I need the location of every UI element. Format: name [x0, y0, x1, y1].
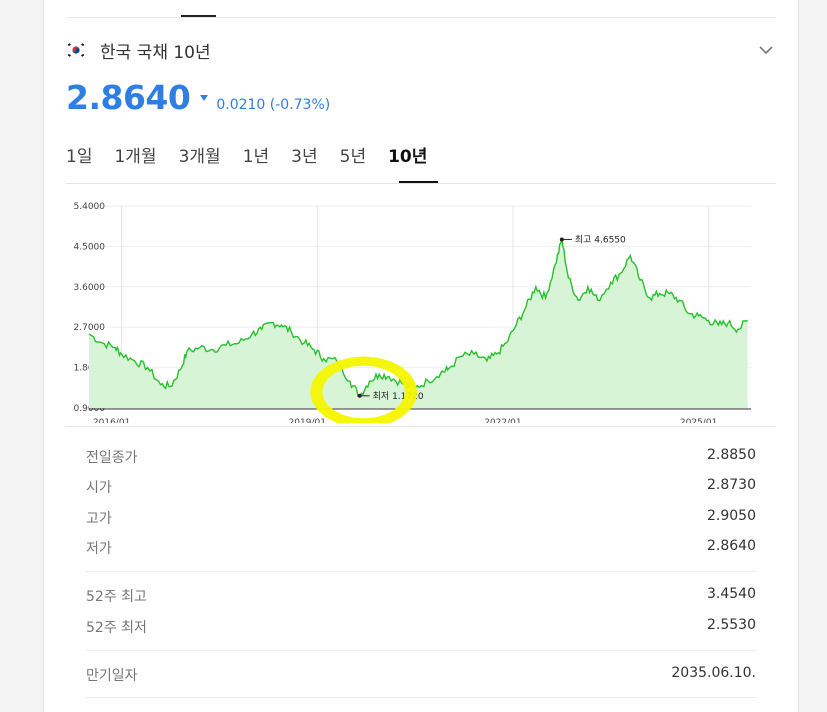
tab-10y[interactable]: 10년: [388, 147, 428, 167]
range-tabs: 1일 1개월 3개월 1년 3년 5년 10년: [66, 142, 449, 167]
divider: [86, 650, 756, 651]
chevron-down-icon[interactable]: [756, 40, 776, 60]
y-tick-label: 5.4000: [74, 202, 106, 212]
tab-1d[interactable]: 1일: [66, 147, 93, 167]
stat-value: 2.8730: [707, 477, 756, 493]
x-tick-label: 2019/01: [289, 418, 326, 423]
stat-value: 3.4540: [707, 586, 756, 602]
x-tick-label: 2025/01: [680, 418, 717, 423]
instrument-title: 한국 국채 10년: [100, 42, 211, 63]
max-annotation-label: 최고 4.6550: [575, 234, 626, 245]
divider: [66, 426, 776, 427]
tab-3m[interactable]: 3개월: [178, 147, 221, 167]
stat-row-maturity: 만기일자 2035.06.10.: [86, 665, 756, 685]
stat-row-prev-close: 전일종가 2.8850: [86, 447, 756, 467]
highlight-scribble: [310, 356, 418, 423]
stat-value: 2.5530: [707, 617, 756, 633]
series-line: [88, 239, 748, 398]
yield-chart[interactable]: 5.40004.50003.60002.70001.80000.90002016…: [65, 195, 777, 423]
stat-row-52w-high: 52주 최고 3.4540: [86, 586, 756, 606]
stat-value: 2.9050: [707, 508, 756, 524]
stat-label: 전일종가: [86, 450, 138, 466]
stat-value: 2035.06.10.: [671, 665, 756, 681]
divider: [66, 17, 776, 18]
active-tab-underline: [399, 181, 438, 183]
down-triangle-icon: [200, 94, 209, 101]
stat-label: 시가: [86, 480, 112, 496]
stat-label: 저가: [86, 541, 112, 557]
tab-5y[interactable]: 5년: [339, 147, 367, 167]
price-row: 2.8640 0.0210 (-0.73%): [66, 78, 330, 117]
stat-row-low: 저가 2.8640: [86, 538, 756, 558]
south-korea-flag-icon: [66, 42, 86, 58]
y-tick-label: 4.5000: [74, 242, 106, 252]
stat-label: 만기일자: [86, 668, 138, 684]
divider: [86, 571, 756, 572]
stat-row-high: 고가 2.9050: [86, 508, 756, 528]
divider: [66, 183, 776, 184]
stat-value: 2.8850: [707, 447, 756, 463]
stat-row-52w-low: 52주 최저 2.5530: [86, 617, 756, 637]
x-tick-label: 2016/01: [93, 418, 130, 423]
stat-value: 2.8640: [707, 538, 756, 554]
current-price: 2.8640: [66, 78, 191, 117]
divider: [86, 697, 756, 698]
top-tab-indicator: [181, 15, 216, 17]
stat-label: 고가: [86, 511, 112, 527]
stat-row-open: 시가 2.8730: [86, 477, 756, 497]
y-tick-label: 3.6000: [74, 283, 106, 293]
tab-1y[interactable]: 1년: [242, 147, 270, 167]
x-tick-label: 2022/01: [484, 418, 521, 423]
annotation-dot: [559, 237, 564, 242]
tab-3y[interactable]: 3년: [291, 147, 318, 167]
min-annotation-label: 최저 1.1720: [373, 391, 424, 402]
tab-1m[interactable]: 1개월: [114, 147, 157, 167]
stat-label: 52주 최고: [86, 589, 147, 605]
series-area: [89, 239, 748, 408]
annotation-dot: [357, 393, 362, 398]
y-tick-label: 2.7000: [74, 323, 106, 333]
stat-label: 52주 최저: [86, 620, 147, 636]
instrument-header[interactable]: 한국 국채 10년: [66, 38, 211, 63]
bond-quote-card: 한국 국채 10년 2.8640 0.0210 (-0.73%) 1일 1개월 …: [43, 0, 799, 712]
price-change: 0.0210 (-0.73%): [216, 97, 331, 113]
